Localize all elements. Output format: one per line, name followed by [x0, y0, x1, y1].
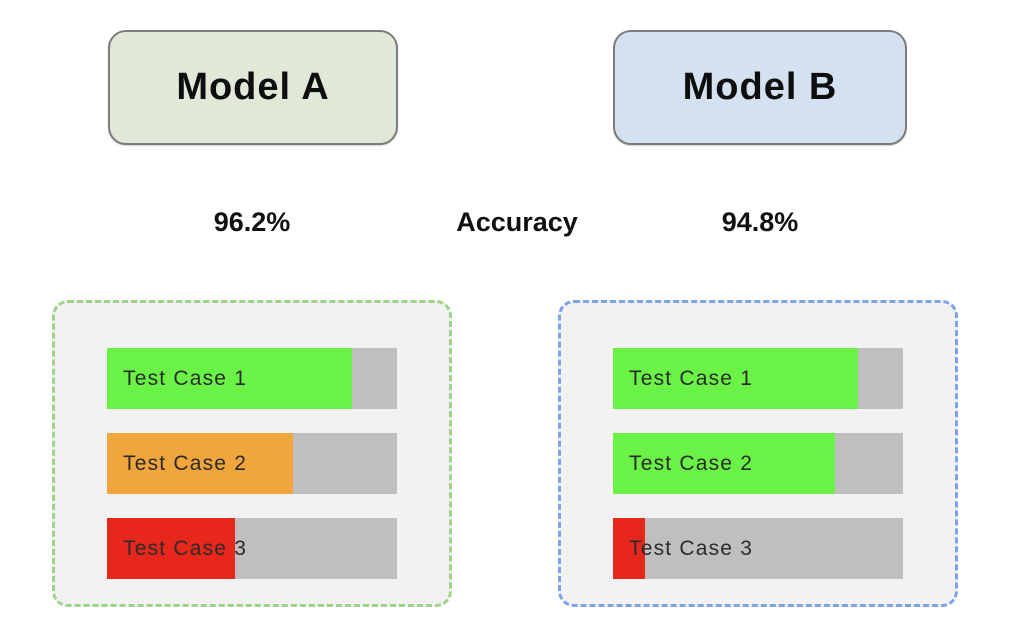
model-a-test-case-3-bar: Test Case 3 — [107, 518, 397, 579]
model-b-test-panel: Test Case 1 Test Case 2 Test Case 3 — [558, 300, 958, 607]
model-a-test-panel: Test Case 1 Test Case 2 Test Case 3 — [52, 300, 452, 607]
bar-fill — [107, 348, 353, 409]
bar-fill — [613, 433, 835, 494]
model-a-title: Model A — [176, 66, 330, 108]
bar-label: Test Case 1 — [629, 366, 754, 390]
bar-label: Test Case 1 — [123, 366, 248, 390]
bar-fill — [107, 433, 293, 494]
bar-label: Test Case 2 — [123, 451, 248, 475]
bar-fill — [107, 518, 235, 579]
model-a-box: Model A — [108, 30, 398, 145]
model-b-accuracy-value: 94.8% — [721, 207, 799, 237]
model-a-test-case-1-bar: Test Case 1 — [107, 348, 397, 409]
model-b-test-case-3-bar: Test Case 3 — [613, 518, 903, 579]
bar-fill — [613, 348, 859, 409]
model-b-box: Model B — [613, 30, 907, 145]
model-b-test-case-2-bar: Test Case 2 — [613, 433, 903, 494]
model-b-title: Model B — [682, 66, 838, 108]
accuracy-label: Accuracy — [456, 207, 578, 237]
model-a-test-case-2-bar: Test Case 2 — [107, 433, 397, 494]
bar-label: Test Case 2 — [629, 451, 754, 475]
bar-label: Test Case 3 — [629, 536, 754, 560]
model-b-test-case-1-bar: Test Case 1 — [613, 348, 903, 409]
bar-label: Test Case 3 — [123, 536, 248, 560]
bar-fill — [613, 518, 645, 579]
model-a-accuracy-value: 96.2% — [213, 207, 291, 237]
